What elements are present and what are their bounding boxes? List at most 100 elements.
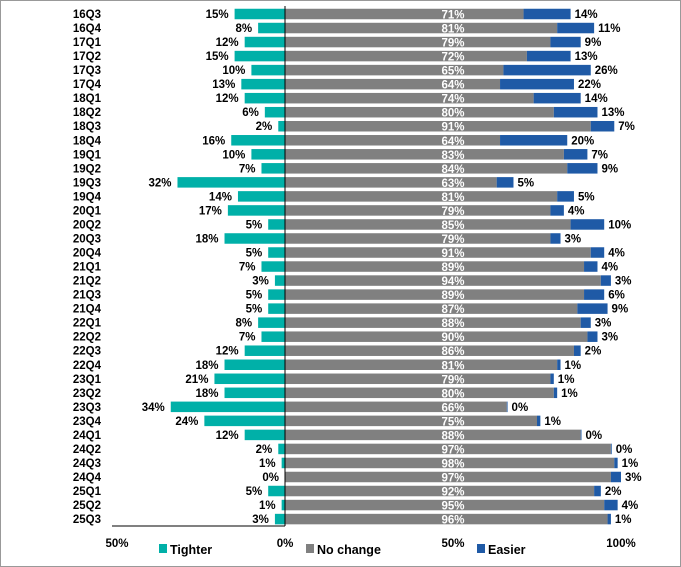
bar-easier [607,513,611,525]
category-label: 18Q1 [73,93,102,105]
bar-tighter [231,135,285,146]
bar-no-change [285,50,527,62]
category-label: 22Q2 [73,332,101,344]
category-label: 21Q1 [73,262,102,274]
label-easier: 14% [575,9,598,21]
label-tighter: 7% [239,262,256,274]
bar-easier [533,92,581,104]
label-easier: 4% [601,262,618,274]
label-no-change: 97% [441,472,464,484]
label-tighter: 13% [212,79,235,91]
bar-no-change [285,261,585,272]
label-tighter: 16% [202,135,225,147]
category-label: 22Q4 [73,360,102,372]
label-tighter: 0% [262,472,279,484]
label-tighter: 1% [259,458,276,470]
bar-no-change [285,401,507,413]
bar-tighter [244,92,285,104]
bar-tighter [170,401,285,413]
label-no-change: 96% [441,515,464,527]
label-no-change: 79% [441,38,464,50]
label-no-change: 81% [441,360,464,372]
bar-no-change [285,499,605,511]
label-easier: 13% [575,51,598,63]
label-tighter: 34% [142,402,165,414]
bar-tighter [214,373,285,385]
label-easier: 5% [578,191,595,203]
bar-easier [610,443,612,455]
label-easier: 13% [601,107,624,119]
label-easier: 2% [585,346,602,358]
bar-easier [503,64,591,76]
label-easier: 11% [598,23,620,35]
bar-easier [550,233,561,244]
label-tighter: 2% [256,444,273,456]
bar-tighter [268,303,285,314]
bar-tighter [258,22,285,34]
label-tighter: 8% [235,318,252,330]
category-label: 20Q1 [73,205,102,217]
category-label: 23Q3 [73,402,101,414]
label-easier: 4% [568,205,585,217]
bar-easier [550,205,564,216]
bar-easier [587,331,598,342]
bar-tighter [261,331,285,342]
legend-swatch-easier [477,544,485,553]
label-no-change: 79% [441,206,464,218]
label-no-change: 79% [441,374,464,386]
label-easier: 10% [608,219,631,231]
bar-no-change [285,415,537,427]
bar-tighter [237,191,285,202]
category-label: 24Q3 [73,458,101,470]
bar-no-change [285,485,595,497]
label-no-change: 71% [441,10,464,22]
bar-no-change [285,92,534,104]
bar-no-change [285,8,524,20]
category-label: 17Q4 [73,79,102,91]
bar-tighter [251,64,285,76]
label-no-change: 91% [441,248,464,260]
bar-no-change [285,359,558,370]
bar-tighter [224,387,285,399]
label-no-change: 89% [441,262,464,274]
label-tighter: 5% [246,304,263,316]
category-label: 21Q3 [73,290,101,302]
legend-label-easier: Easier [488,543,526,557]
label-no-change: 98% [441,458,464,470]
category-label: 17Q1 [73,37,102,49]
bar-no-change [285,513,608,525]
bar-tighter [268,289,285,300]
category-label: 16Q3 [73,9,101,21]
bar-easier [496,177,514,188]
label-easier: 3% [615,276,632,288]
bar-easier [604,499,618,511]
label-easier: 0% [616,444,633,456]
label-tighter: 21% [185,374,208,386]
label-tighter: 1% [259,500,276,512]
bar-easier [557,359,561,370]
bar-no-change [285,303,578,314]
label-easier: 3% [625,472,642,484]
label-tighter: 12% [216,430,239,442]
label-easier: 9% [585,37,602,49]
label-easier: 14% [585,93,608,105]
label-no-change: 65% [441,66,464,78]
label-easier: 26% [595,65,618,77]
category-label: 19Q2 [73,163,101,175]
x-tick-label: 50% [441,538,464,550]
label-no-change: 86% [441,346,464,358]
category-label: 20Q2 [73,219,101,231]
label-easier: 4% [608,248,625,260]
label-tighter: 18% [195,360,218,372]
label-no-change: 64% [441,80,464,92]
bar-easier [500,135,568,146]
label-no-change: 75% [441,416,464,428]
bar-easier [590,247,605,258]
label-no-change: 87% [441,304,464,316]
label-tighter: 12% [216,37,239,49]
bar-easier [557,191,574,202]
category-label: 18Q2 [73,107,101,119]
label-tighter: 7% [239,332,256,344]
category-label: 24Q4 [73,472,102,484]
